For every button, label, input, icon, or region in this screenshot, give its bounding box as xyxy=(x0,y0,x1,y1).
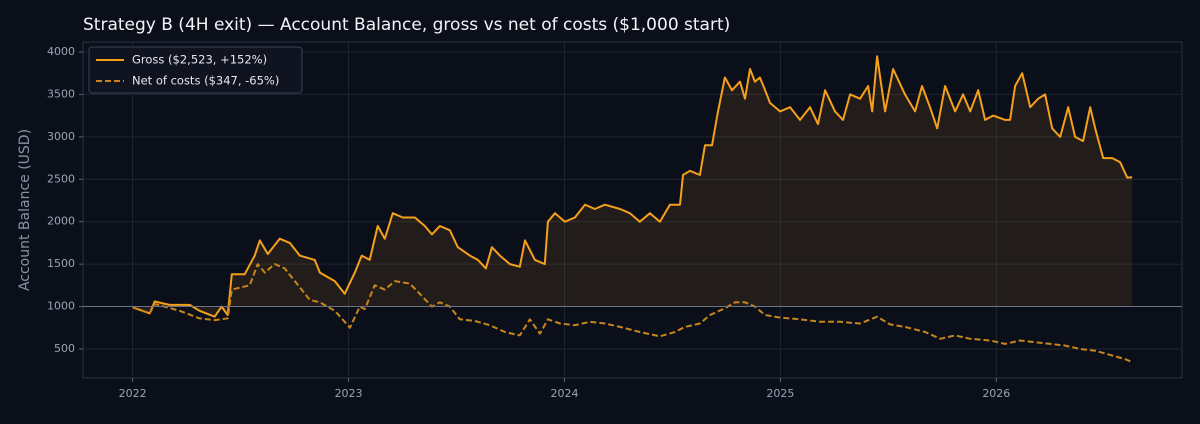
y-tick-label: 2000 xyxy=(47,215,75,228)
legend-label: Net of costs ($347, -65%) xyxy=(132,74,279,88)
y-tick-label: 1500 xyxy=(47,257,75,270)
area xyxy=(132,56,1133,317)
legend-label: Gross ($2,523, +152%) xyxy=(132,53,267,67)
y-tick-label: 4000 xyxy=(47,45,75,58)
y-tick-label: 1000 xyxy=(47,300,75,313)
plot-area xyxy=(82,41,1183,379)
x-tick-label: 2024 xyxy=(550,387,578,400)
y-tick-label: 2500 xyxy=(47,172,75,185)
y-tick-label: 3000 xyxy=(47,130,75,143)
line xyxy=(132,263,1133,363)
chart-title: Strategy B (4H exit) — Account Balance, … xyxy=(83,15,730,35)
x-tick-label: 2025 xyxy=(766,387,794,400)
x-tick-label: 2022 xyxy=(119,387,147,400)
y-tick-label: 3500 xyxy=(47,87,75,100)
y-tick-label: 500 xyxy=(54,342,75,355)
x-tick-label: 2023 xyxy=(335,387,363,400)
legend-box xyxy=(88,46,303,94)
y-axis-label: Account Balance (USD) xyxy=(17,129,33,291)
x-tick-label: 2026 xyxy=(982,387,1010,400)
line xyxy=(132,55,1133,318)
